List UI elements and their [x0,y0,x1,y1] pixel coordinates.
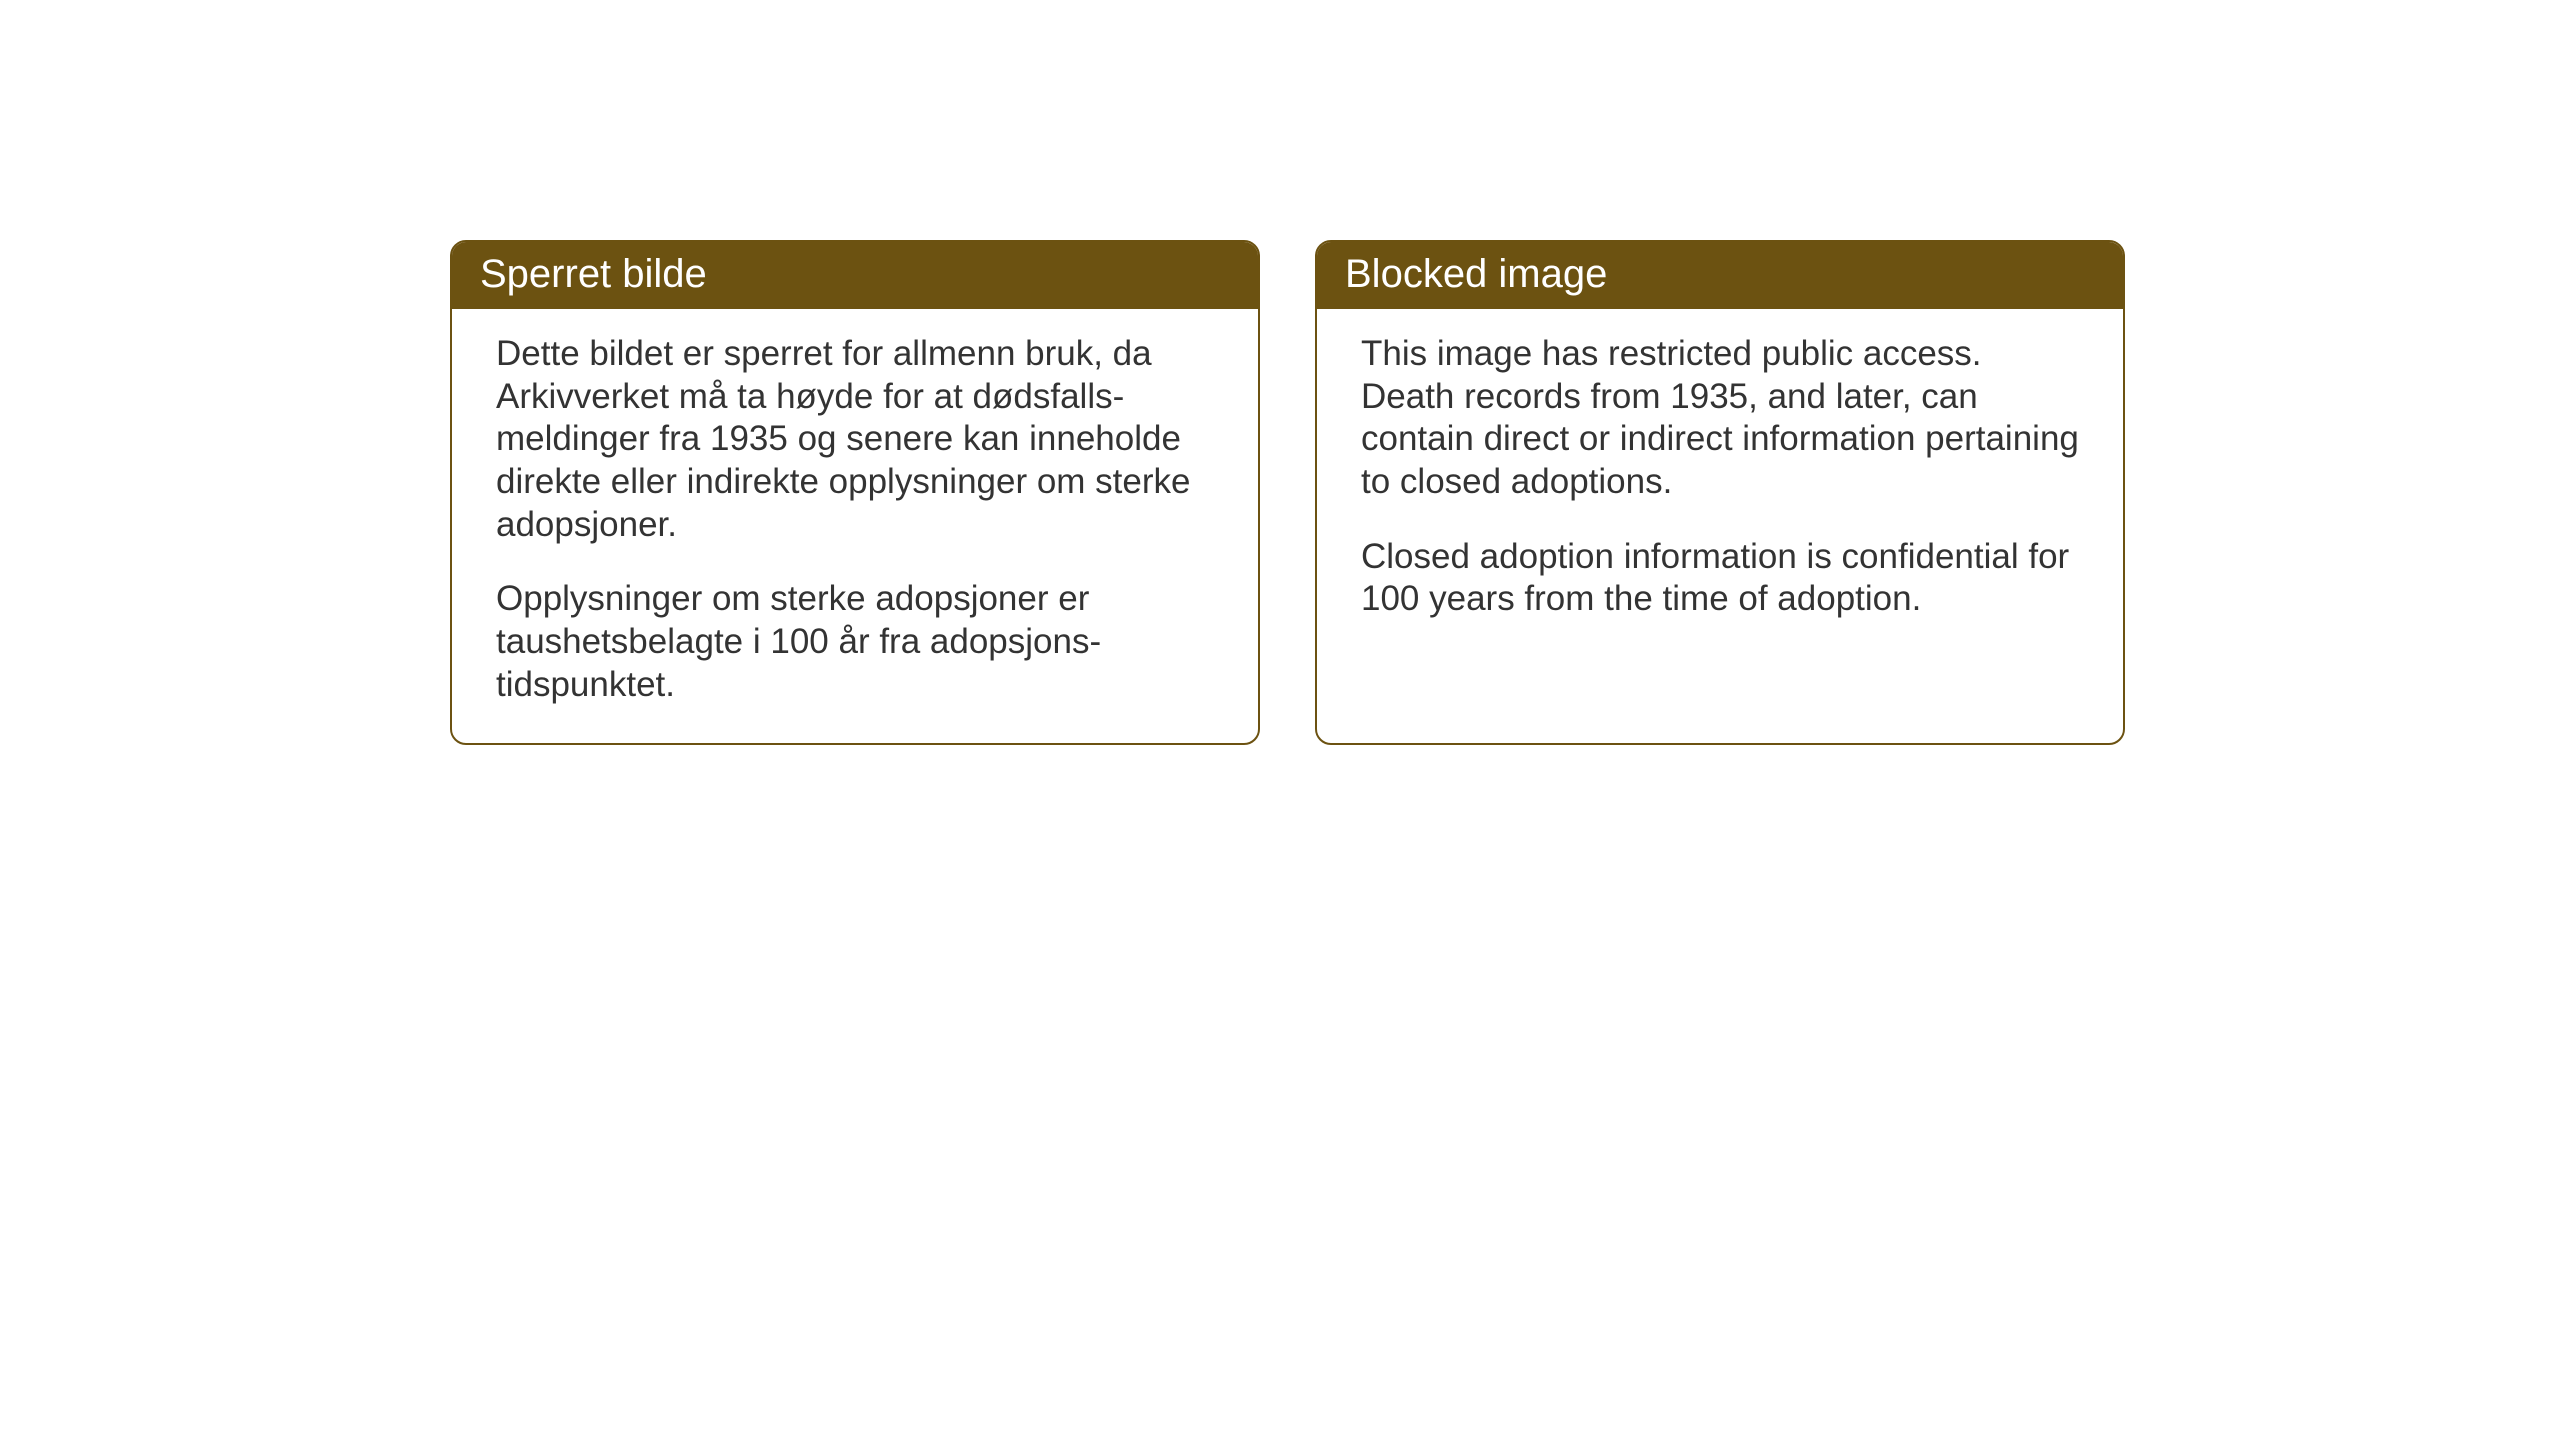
card-body-norwegian: Dette bildet er sperret for allmenn bruk… [452,309,1258,743]
card-paragraph-norwegian-1: Dette bildet er sperret for allmenn bruk… [496,333,1214,546]
card-title-norwegian: Sperret bilde [480,252,707,296]
card-paragraph-english-1: This image has restricted public access.… [1361,333,2079,504]
card-header-norwegian: Sperret bilde [452,242,1258,309]
notice-container: Sperret bilde Dette bildet er sperret fo… [450,240,2125,745]
card-paragraph-english-2: Closed adoption information is confident… [1361,536,2079,621]
card-title-english: Blocked image [1345,252,1607,296]
card-paragraph-norwegian-2: Opplysninger om sterke adopsjoner er tau… [496,578,1214,706]
card-header-english: Blocked image [1317,242,2123,309]
notice-card-english: Blocked image This image has restricted … [1315,240,2125,745]
card-body-english: This image has restricted public access.… [1317,309,2123,657]
notice-card-norwegian: Sperret bilde Dette bildet er sperret fo… [450,240,1260,745]
